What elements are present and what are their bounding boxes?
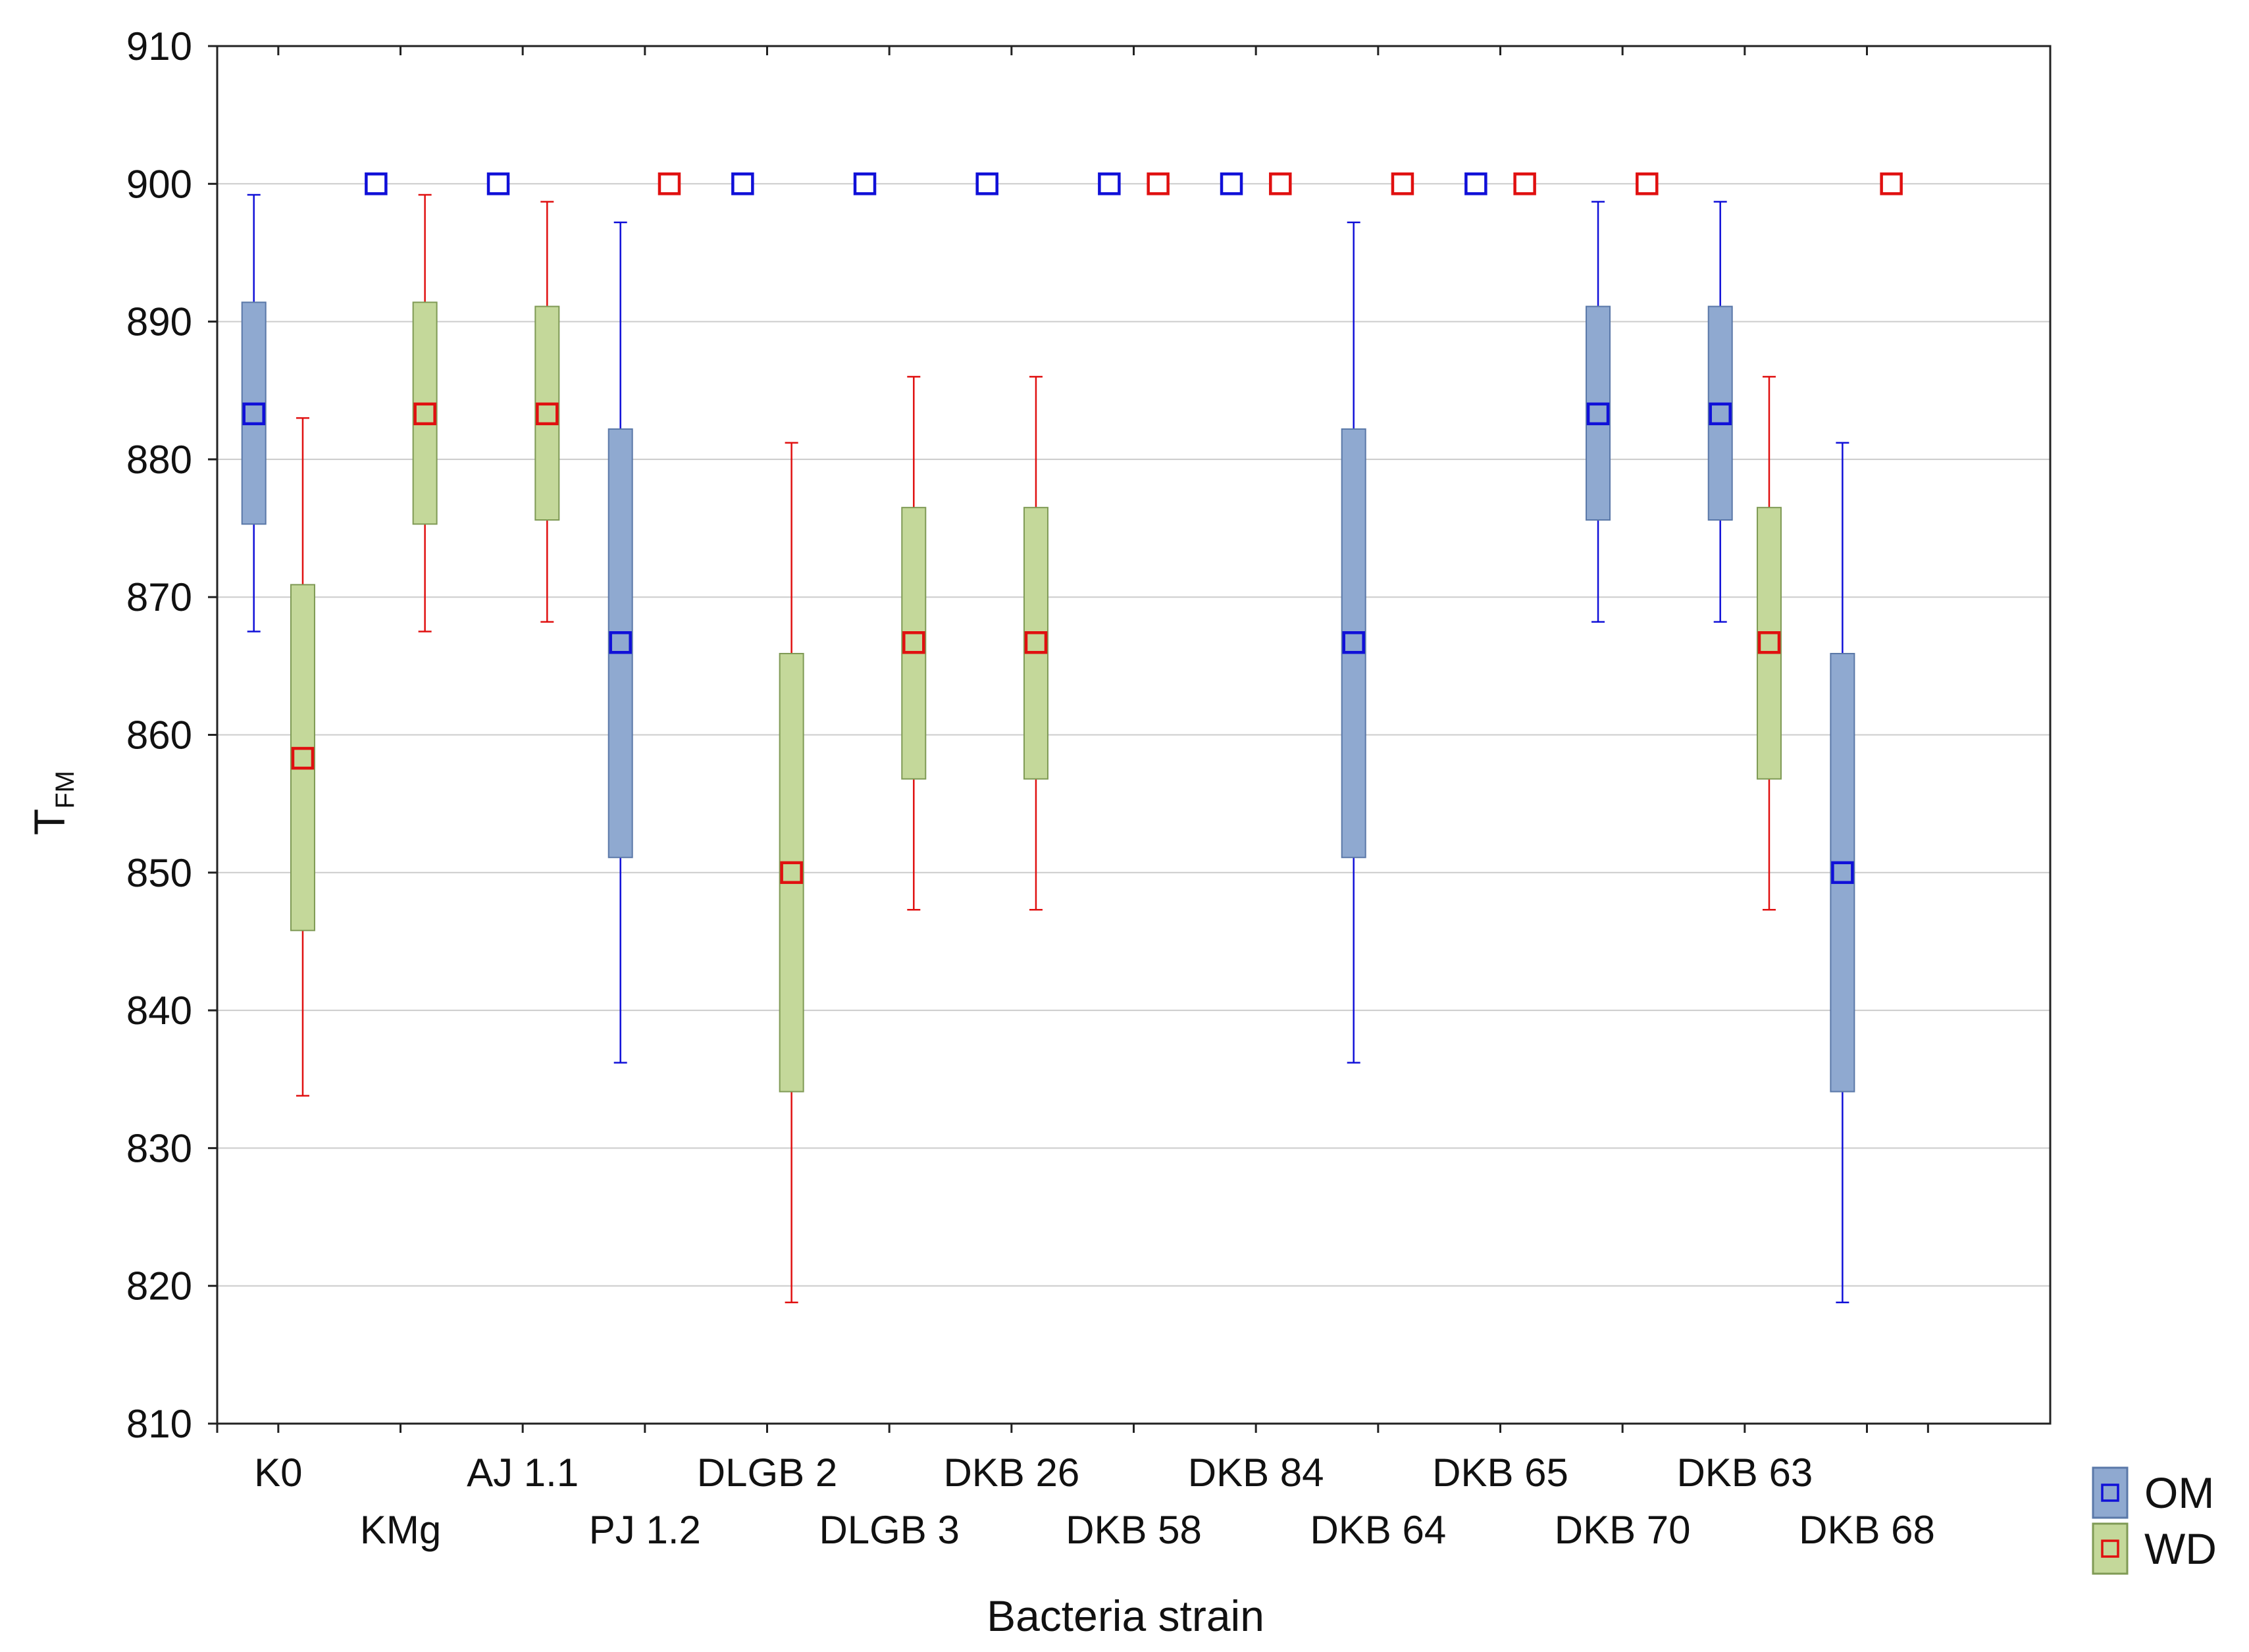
x-tick-label: DKB 68: [1799, 1508, 1935, 1552]
wd-box-5: [901, 376, 927, 911]
x-tick-label: DKB 63: [1676, 1451, 1813, 1495]
om-box-12: [1707, 201, 1733, 623]
x-tick-label: K0: [254, 1451, 302, 1495]
wd-box-0: [290, 417, 315, 1097]
om-median-marker: [1098, 172, 1121, 195]
wd-box-1: [412, 194, 438, 632]
om-median-marker: [609, 631, 632, 654]
om-box-10: [1464, 172, 1487, 195]
x-tick-label: DLGB 3: [819, 1508, 959, 1552]
wd-box-12: [1756, 376, 1782, 911]
om-box-9: [1341, 221, 1366, 1064]
y-tick-label: 830: [126, 1126, 192, 1170]
y-tick-label: 900: [126, 162, 192, 206]
x-tick-label: AJ 1.1: [467, 1451, 579, 1495]
legend-marker-om: [2101, 1484, 2119, 1502]
om-box-7: [1098, 172, 1121, 195]
om-median-marker: [365, 172, 388, 195]
x-tick-label: DLGB 2: [697, 1451, 837, 1495]
y-axis-title-subscript: FM: [51, 771, 80, 809]
y-axis: 810 820 830 840 850 860 870 880 890 900 910: [126, 24, 217, 1446]
wd-box-11: [1636, 172, 1659, 195]
wd-median-marker: [1147, 172, 1170, 195]
y-tick-label: 810: [126, 1402, 192, 1446]
om-median-marker: [975, 172, 998, 195]
y-tick-label: 820: [126, 1264, 192, 1308]
y-tick-label: 850: [126, 851, 192, 895]
wd-box-10: [1513, 172, 1536, 195]
legend-label-om: OM: [2144, 1468, 2214, 1517]
wd-median-marker: [1024, 631, 1048, 654]
wd-median-marker: [1636, 172, 1659, 195]
om-median-marker: [1220, 172, 1243, 195]
y-axis-title-main: T: [25, 809, 74, 835]
wd-box-2: [534, 201, 560, 623]
legend-swatch-wd: [2092, 1522, 2129, 1575]
om-box-4: [731, 172, 754, 195]
wd-median-marker: [780, 861, 803, 885]
y-tick-label: 860: [126, 713, 192, 758]
x-tick-label: KMg: [360, 1508, 441, 1552]
om-median-marker: [1586, 402, 1610, 426]
wd-median-marker: [1513, 172, 1536, 195]
wd-box-6: [1023, 376, 1048, 911]
x-tick-label: DKB 26: [943, 1451, 1079, 1495]
wd-box-13: [1880, 172, 1903, 195]
plot-marks: [241, 172, 1903, 1304]
wd-box-9: [1391, 172, 1414, 195]
wd-median-marker: [658, 172, 681, 195]
om-box-1: [365, 172, 388, 195]
y-tick-label: 910: [126, 24, 192, 68]
wd-box-4: [779, 442, 804, 1304]
gridlines: [217, 183, 2050, 1287]
x-axis-title: Bacteria strain: [987, 1591, 1264, 1640]
legend-label-wd: WD: [2144, 1524, 2217, 1573]
om-median-marker: [1709, 402, 1732, 426]
wd-median-marker: [1269, 172, 1292, 195]
om-median-marker: [486, 172, 510, 195]
legend: OM WD: [2092, 1466, 2217, 1575]
x-tick-label: DKB 70: [1555, 1508, 1691, 1552]
x-tick-label: DKB 84: [1188, 1451, 1324, 1495]
om-box-8: [1220, 172, 1243, 195]
x-tick-label: PJ 1.2: [589, 1508, 701, 1552]
om-box-6: [975, 172, 998, 195]
legend-marker-wd: [2101, 1539, 2119, 1558]
y-tick-label: 870: [126, 575, 192, 619]
om-median-marker: [1831, 861, 1854, 885]
om-box-0: [241, 194, 267, 632]
legend-item-wd: WD: [2092, 1522, 2217, 1575]
wd-median-marker: [536, 402, 559, 426]
om-box-2: [486, 172, 510, 195]
y-axis-title: TFM: [25, 771, 80, 835]
om-box-11: [1586, 201, 1611, 623]
om-median-marker: [853, 172, 877, 195]
wd-box-7: [1147, 172, 1170, 195]
y-tick-label: 890: [126, 300, 192, 344]
om-box-3: [607, 221, 633, 1064]
y-tick-label: 840: [126, 989, 192, 1033]
legend-item-om: OM: [2092, 1466, 2214, 1519]
om-box-13: [1830, 442, 1855, 1304]
om-box-5: [853, 172, 877, 195]
x-tick-label: DKB 58: [1066, 1508, 1202, 1552]
om-median-marker: [1464, 172, 1487, 195]
wd-median-marker: [1757, 631, 1781, 654]
wd-box-3: [658, 172, 681, 195]
x-tick-label: DKB 65: [1432, 1451, 1568, 1495]
wd-median-marker: [1880, 172, 1903, 195]
x-axis: K0 KMg AJ 1.1PJ 1.2 DLGB 2 DLGB 3 DKB 26 DKB 5…: [216, 46, 1935, 1552]
wd-median-marker: [902, 631, 925, 654]
wd-median-marker: [1391, 172, 1414, 195]
y-tick-label: 880: [126, 438, 192, 482]
wd-median-marker: [291, 746, 315, 770]
om-median-marker: [242, 402, 265, 426]
om-median-marker: [1342, 631, 1365, 654]
wd-box-8: [1269, 172, 1292, 195]
x-tick-label: DKB 64: [1310, 1508, 1446, 1552]
om-median-marker: [731, 172, 754, 195]
wd-median-marker: [413, 402, 436, 426]
